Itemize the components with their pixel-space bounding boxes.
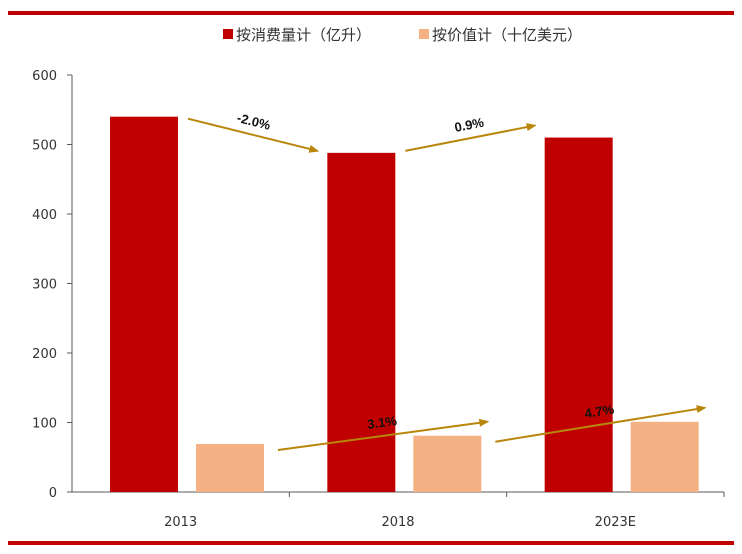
legend-label-volume: 按消费量计（亿升） — [236, 26, 371, 44]
y-tick-label: 500 — [32, 139, 57, 154]
legend-label-value: 按价值计（十亿美元） — [432, 26, 582, 44]
y-tick-label: 0 — [49, 486, 57, 501]
growth-arrow — [277, 418, 490, 452]
y-tick-label: 100 — [32, 417, 57, 432]
growth-arrow — [187, 117, 320, 153]
growth-label: 4.7% — [583, 401, 615, 421]
y-tick-label: 600 — [32, 69, 57, 84]
growth-label: 0.9% — [453, 114, 485, 135]
x-tick-label: 2023E — [595, 515, 636, 530]
bar-value — [413, 435, 482, 492]
y-tick-label: 200 — [32, 347, 57, 362]
growth-label: -2.0% — [235, 110, 272, 133]
growth-arrow — [495, 405, 707, 443]
bar-volume — [110, 116, 178, 492]
y-tick-label: 400 — [32, 208, 57, 223]
bar-value — [630, 421, 699, 492]
top-rule — [8, 11, 734, 15]
legend-swatch-value — [419, 29, 429, 39]
x-tick-label: 2018 — [381, 515, 414, 530]
bottom-rule — [8, 541, 734, 545]
growth-label: 3.1% — [366, 413, 398, 432]
bar-volume — [544, 137, 613, 493]
y-tick-label: 300 — [32, 278, 57, 293]
bar-value — [196, 444, 264, 492]
x-tick-label: 2013 — [164, 515, 197, 530]
legend-swatch-volume — [223, 29, 233, 39]
growth-arrow — [405, 123, 537, 152]
